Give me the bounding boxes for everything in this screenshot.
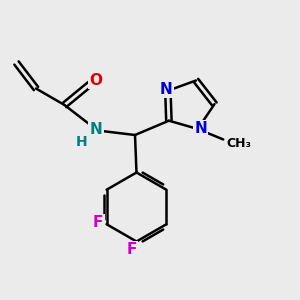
Text: N: N: [160, 82, 173, 97]
Text: O: O: [89, 73, 102, 88]
Text: H: H: [76, 135, 88, 149]
Text: N: N: [90, 122, 102, 136]
Text: CH₃: CH₃: [227, 137, 252, 151]
Text: N: N: [194, 122, 207, 136]
Text: F: F: [93, 215, 104, 230]
Text: F: F: [127, 242, 137, 257]
